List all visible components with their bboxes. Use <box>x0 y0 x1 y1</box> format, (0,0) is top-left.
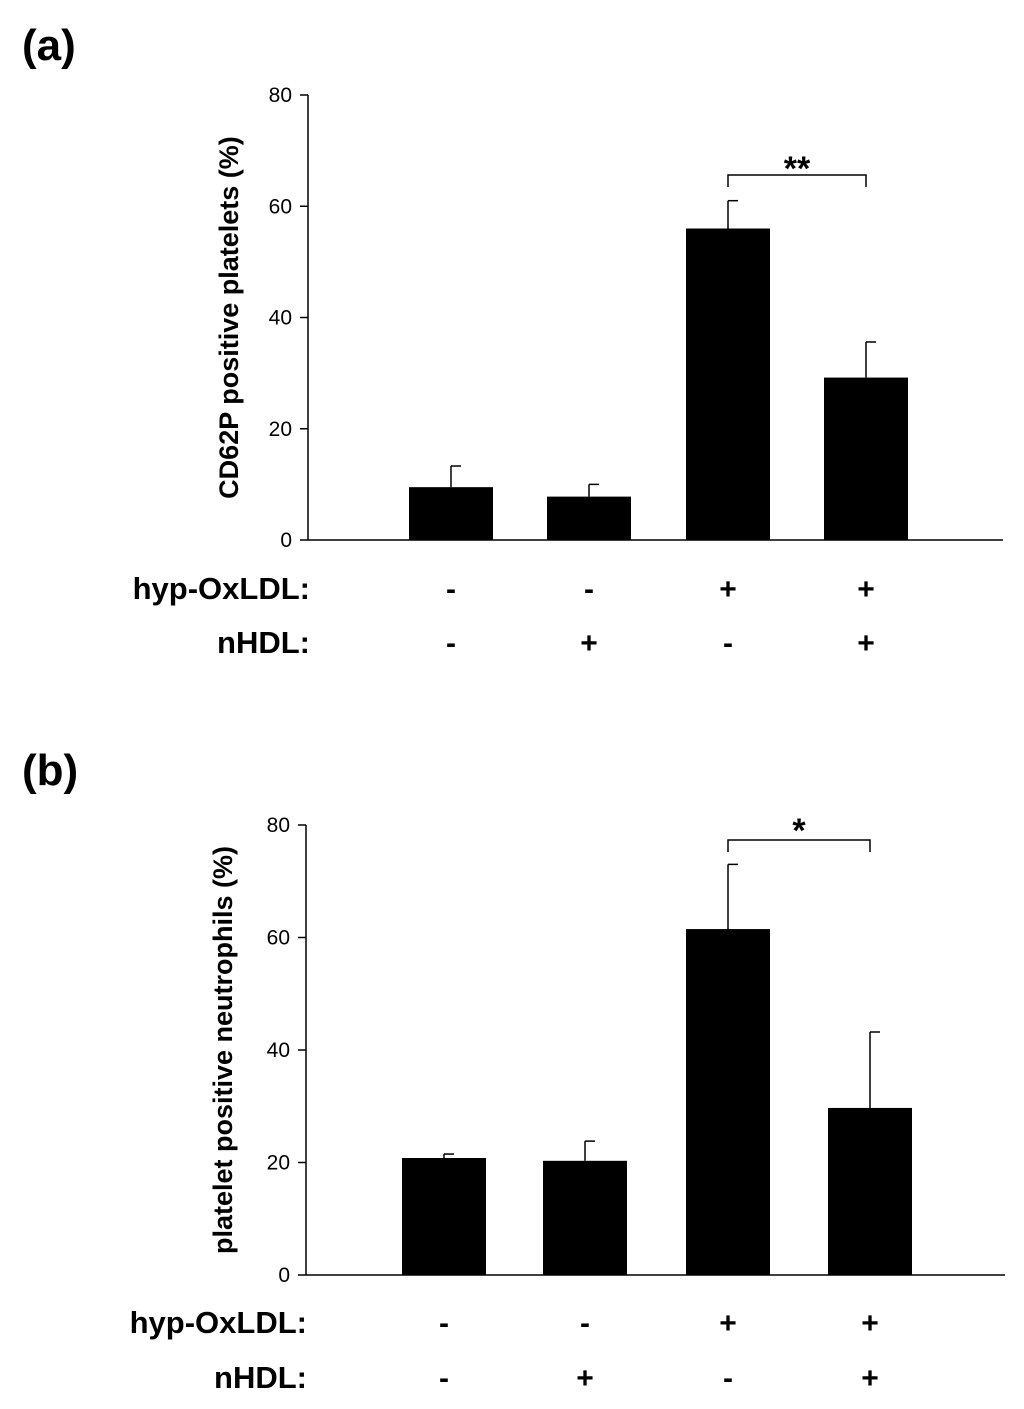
bar <box>686 929 770 1275</box>
condition-sign: + <box>719 1307 737 1340</box>
significance-marker: ** <box>784 150 811 188</box>
y-tick-label: 80 <box>267 814 290 837</box>
y-tick-label: 40 <box>269 307 292 330</box>
condition-sign: - <box>580 1307 590 1340</box>
y-tick-label: 60 <box>269 195 292 218</box>
condition-sign: + <box>857 627 875 660</box>
condition-sign: + <box>861 1307 879 1340</box>
condition-sign: + <box>576 1362 594 1395</box>
condition-sign: - <box>723 627 733 660</box>
significance-marker: * <box>792 812 806 850</box>
condition-label: nHDL: <box>217 625 310 660</box>
condition-sign: + <box>861 1362 879 1395</box>
bar <box>409 487 493 540</box>
condition-label: nHDL: <box>214 1360 307 1395</box>
y-tick-label: 0 <box>280 529 292 552</box>
significance-bracket <box>727 839 871 852</box>
bar <box>828 1107 912 1275</box>
condition-sign: - <box>584 573 594 606</box>
chart-panel-a: (a) 0 20 40 60 80 CD62P positive platelets (%)… <box>22 21 1003 660</box>
y-tick-label: 40 <box>267 1039 290 1062</box>
y-axis-title: CD62P positive platelets (%) <box>214 136 244 499</box>
condition-sign: + <box>719 573 737 606</box>
y-tick-label: 80 <box>269 84 292 107</box>
condition-sign: + <box>857 573 875 606</box>
condition-label: hyp-OxLDL: <box>130 1305 307 1340</box>
chart-panel-b: (b) 0 20 40 60 80 platelet positive neutrophil… <box>22 746 1005 1395</box>
significance-bracket <box>727 174 867 187</box>
condition-sign: + <box>580 627 598 660</box>
y-tick-label: 20 <box>269 418 292 441</box>
panel-label: (b) <box>22 746 78 795</box>
panel-label: (a) <box>22 21 76 70</box>
y-tick-label: 0 <box>278 1264 290 1287</box>
condition-sign: - <box>446 627 456 660</box>
bar <box>686 228 770 540</box>
y-tick-label: 60 <box>267 927 290 950</box>
y-axis-title: platelet positive neutrophils (%) <box>208 846 238 1254</box>
condition-sign: - <box>439 1307 449 1340</box>
condition-sign: - <box>723 1362 733 1395</box>
y-tick-label: 20 <box>267 1152 290 1175</box>
condition-label: hyp-OxLDL: <box>133 571 310 606</box>
bar <box>547 496 631 540</box>
condition-sign: - <box>446 573 456 606</box>
condition-sign: - <box>439 1362 449 1395</box>
bar <box>402 1158 486 1275</box>
bar <box>543 1160 627 1275</box>
bar <box>824 377 908 540</box>
